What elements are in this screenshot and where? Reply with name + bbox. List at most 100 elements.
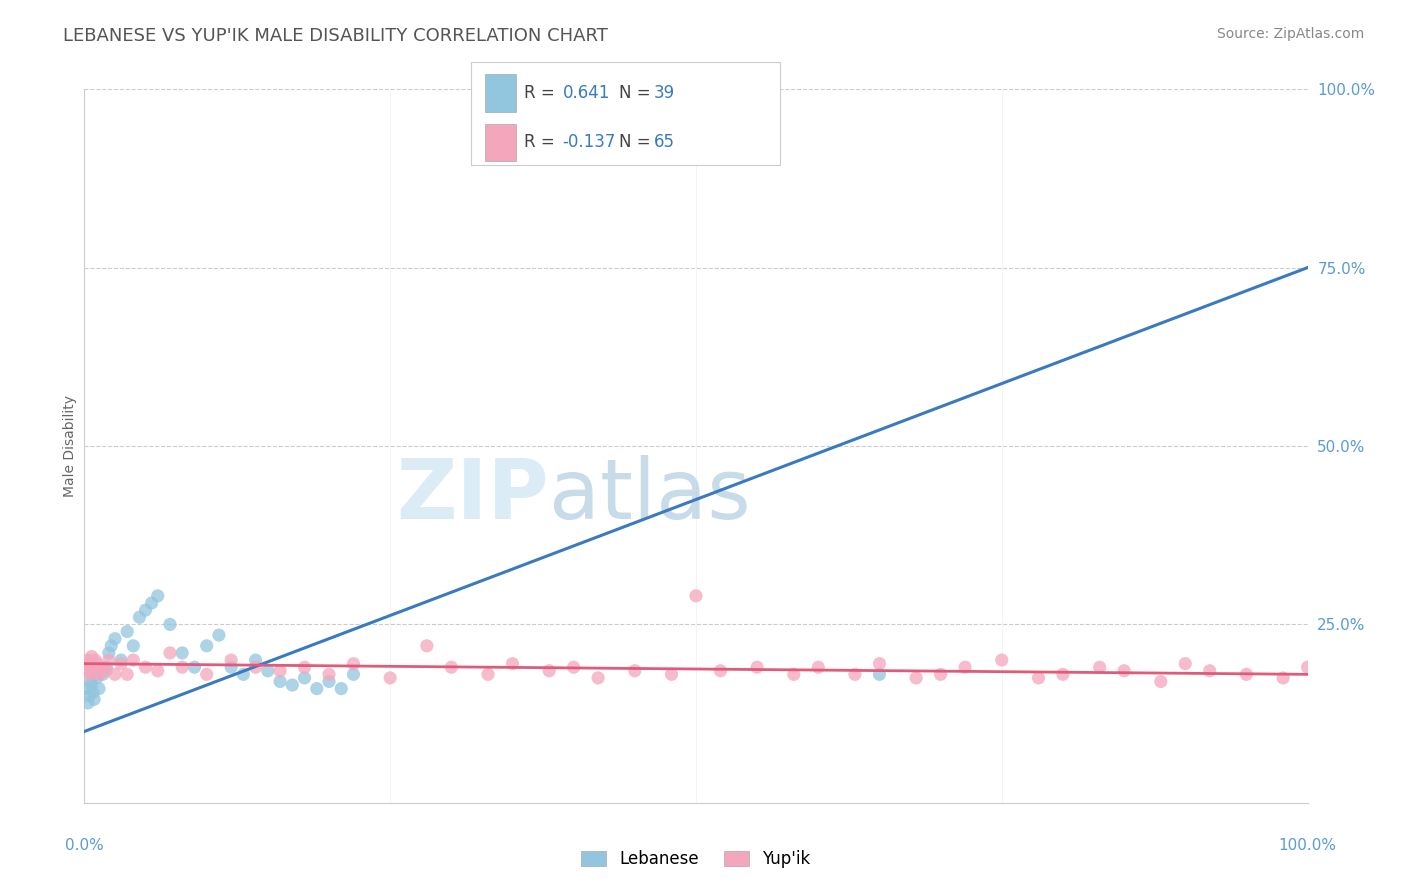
Text: R =: R = <box>524 134 561 152</box>
Point <box>76 664 98 678</box>
Point <box>1333 664 1355 678</box>
Point <box>96 660 118 674</box>
Point <box>1028 671 1050 685</box>
Point <box>77 653 100 667</box>
Point <box>869 667 891 681</box>
Point <box>905 671 928 685</box>
Point <box>122 653 145 667</box>
Point <box>172 646 194 660</box>
Point <box>305 681 328 696</box>
Point <box>84 653 107 667</box>
Point <box>953 660 976 674</box>
Point <box>294 660 316 674</box>
Point <box>208 628 231 642</box>
Point <box>91 667 114 681</box>
Point <box>79 674 101 689</box>
Point <box>1198 664 1220 678</box>
Point <box>219 653 242 667</box>
Point <box>76 681 98 696</box>
Point <box>80 649 103 664</box>
Point <box>269 674 291 689</box>
Point <box>685 589 707 603</box>
Point <box>318 674 340 689</box>
Point <box>141 596 163 610</box>
Text: 0.641: 0.641 <box>562 84 610 103</box>
Point <box>183 660 205 674</box>
Point <box>100 639 122 653</box>
Point <box>294 671 316 685</box>
Point <box>245 653 267 667</box>
Point <box>86 657 108 671</box>
Point <box>747 82 769 96</box>
Point <box>172 660 194 674</box>
Point <box>77 689 100 703</box>
Legend: Lebanese, Yup'ik: Lebanese, Yup'ik <box>572 842 820 877</box>
Point <box>416 639 439 653</box>
Point <box>195 639 218 653</box>
Point <box>135 660 157 674</box>
Text: Source: ZipAtlas.com: Source: ZipAtlas.com <box>1216 27 1364 41</box>
Point <box>562 660 585 674</box>
Point <box>104 667 127 681</box>
Point <box>87 667 110 681</box>
Text: N =: N = <box>619 84 655 103</box>
Point <box>80 678 103 692</box>
Point <box>135 603 157 617</box>
Text: 0.0%: 0.0% <box>65 838 104 854</box>
Point <box>77 696 100 710</box>
Point <box>586 671 609 685</box>
Point <box>661 667 683 681</box>
Point <box>747 660 769 674</box>
Point <box>502 657 524 671</box>
Point <box>1052 667 1074 681</box>
Point <box>79 667 101 681</box>
Point <box>991 653 1014 667</box>
Point <box>869 657 891 671</box>
Point <box>1174 657 1197 671</box>
Point <box>538 664 561 678</box>
Point <box>709 664 731 678</box>
Point <box>195 667 218 681</box>
Point <box>1296 660 1319 674</box>
Point <box>1236 667 1258 681</box>
Point <box>91 660 114 674</box>
Point <box>269 664 291 678</box>
Text: 39: 39 <box>654 84 675 103</box>
Point <box>1150 674 1173 689</box>
Point <box>110 653 132 667</box>
Point <box>342 657 364 671</box>
Point <box>146 589 169 603</box>
Text: 100.0%: 100.0% <box>1278 838 1337 854</box>
Point <box>807 660 830 674</box>
Point <box>97 653 120 667</box>
Point <box>82 685 104 699</box>
Point <box>128 610 150 624</box>
Point <box>245 660 267 674</box>
Point <box>1088 660 1111 674</box>
Point <box>1272 671 1295 685</box>
Point <box>86 671 108 685</box>
Point <box>77 657 100 671</box>
Point <box>83 664 105 678</box>
Point <box>146 664 169 678</box>
Point <box>75 660 97 674</box>
Point <box>122 639 145 653</box>
Point <box>440 660 463 674</box>
Point <box>232 667 254 681</box>
Point <box>104 632 127 646</box>
Point <box>1395 674 1406 689</box>
Point <box>257 664 280 678</box>
Y-axis label: Male Disability: Male Disability <box>63 395 77 497</box>
Point <box>318 667 340 681</box>
Point <box>1114 664 1136 678</box>
Point <box>97 646 120 660</box>
Point <box>330 681 353 696</box>
Point <box>1358 678 1381 692</box>
Text: -0.137: -0.137 <box>562 134 616 152</box>
Text: ZIP: ZIP <box>396 456 550 536</box>
Point <box>380 671 402 685</box>
Text: atlas: atlas <box>550 456 751 536</box>
Text: R =: R = <box>524 84 561 103</box>
Text: N =: N = <box>619 134 655 152</box>
Point <box>477 667 499 681</box>
